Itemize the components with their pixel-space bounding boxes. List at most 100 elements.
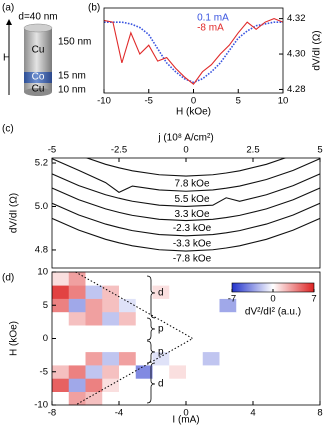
heat-cell (135, 325, 153, 339)
curve-label: 3.3 kOe (174, 209, 209, 220)
curve-label: -3.3 kOe (173, 238, 212, 249)
x-tick-label: 8 (317, 408, 322, 419)
y-tick-label: 4.8 (35, 244, 48, 255)
heat-cell (135, 391, 153, 406)
layer-material: Co (32, 72, 45, 83)
heat-cell (52, 325, 70, 339)
heat-cell (169, 311, 187, 326)
heat-cell (68, 391, 86, 406)
heat-cell (253, 325, 271, 339)
heat-cell (135, 365, 153, 379)
legend-entry: -8 mA (197, 23, 224, 34)
y-axis-title: H (kOe) (9, 321, 20, 356)
pillar-top (23, 23, 53, 33)
heat-cell (68, 338, 86, 353)
heat-cell (303, 311, 321, 326)
heat-cell (253, 298, 271, 313)
data-line (104, 21, 283, 84)
heat-cell (85, 365, 103, 379)
heat-cell (269, 338, 287, 353)
heat-cell (236, 298, 254, 313)
heat-cell (85, 338, 103, 353)
x-tick-label: -5 (48, 145, 56, 156)
y-tick-label: -10 (34, 400, 48, 411)
heat-cell (102, 365, 120, 379)
heat-cell (102, 338, 120, 353)
heat-cell (119, 311, 137, 326)
heat-cell (169, 351, 187, 366)
pillar-diagram: H d=40 nm Cu 150 nm Co 15 nm Cu 10 nm (3, 12, 91, 96)
heat-cell (303, 325, 321, 339)
data-line (85, 158, 287, 177)
heat-cell (253, 378, 271, 392)
heat-cell (202, 338, 220, 353)
cu-layer (24, 83, 52, 92)
heat-cell (269, 378, 287, 392)
colorbar-tick-label: 0 (270, 294, 275, 305)
heat-cell (303, 338, 321, 353)
heat-cell (286, 351, 304, 366)
heat-cell (236, 272, 254, 286)
layer-material: Cu (32, 84, 45, 95)
brace (146, 340, 156, 364)
guide-line (75, 271, 194, 406)
data-line (52, 187, 320, 222)
heat-cell (152, 298, 170, 313)
y-tick-label: 5.2 (35, 158, 48, 169)
heat-cell (52, 338, 70, 353)
heat-cell (102, 378, 120, 392)
co-layer (24, 72, 52, 83)
heat-cell (169, 378, 187, 392)
heat-cell (219, 391, 237, 406)
x-axis-title: H (kOe) (176, 107, 211, 118)
heat-cell (119, 365, 137, 379)
heat-cell (219, 365, 237, 379)
heat-cell (269, 272, 287, 286)
y-tick-label: 5.0 (35, 201, 48, 212)
x-tick-label: 5 (317, 145, 322, 156)
heat-cell (119, 378, 137, 392)
layer-material: Cu (32, 45, 45, 56)
heat-cell (269, 391, 287, 406)
heat-cell (269, 351, 287, 366)
heat-cell (102, 391, 120, 406)
heat-cell (135, 378, 153, 392)
heat-cell (102, 325, 120, 339)
heat-cell (85, 298, 103, 313)
heat-cell (85, 285, 103, 299)
data-line (52, 217, 320, 252)
heat-cell (253, 272, 271, 286)
y-axis-title: dV/dI (Ω) (9, 193, 20, 233)
y-tick-label: 4.28 (287, 84, 306, 95)
heat-cell (303, 272, 321, 286)
x-tick-label: -5 (145, 96, 153, 107)
legend-entry: 0.1 mA (197, 13, 229, 24)
heat-cell (286, 365, 304, 379)
heat-cell (102, 272, 120, 286)
heat-cell (236, 391, 254, 406)
heat-cell (169, 391, 187, 406)
heat-cell (135, 338, 153, 353)
heat-cell (119, 285, 137, 299)
panel-label: (d) (2, 273, 14, 284)
heat-cell (186, 325, 204, 339)
heat-cell (219, 298, 237, 313)
heat-cell (135, 272, 153, 286)
heat-cell (253, 391, 271, 406)
heat-cell (286, 391, 304, 406)
heat-cell (236, 351, 254, 366)
heat-cell (219, 311, 237, 326)
heat-cell (236, 365, 254, 379)
heat-cell (286, 298, 304, 313)
heat-cell (186, 365, 204, 379)
heat-cell (186, 272, 204, 286)
heat-cell (85, 311, 103, 326)
heat-cell (202, 325, 220, 339)
x-tick-label: -2.5 (111, 145, 127, 156)
heat-cell (152, 272, 170, 286)
heat-cell (202, 365, 220, 379)
heat-cell (186, 311, 204, 326)
x-axis-title: I (mA) (172, 415, 199, 425)
x-tick-label: 4 (250, 408, 255, 419)
heat-cell (286, 338, 304, 353)
